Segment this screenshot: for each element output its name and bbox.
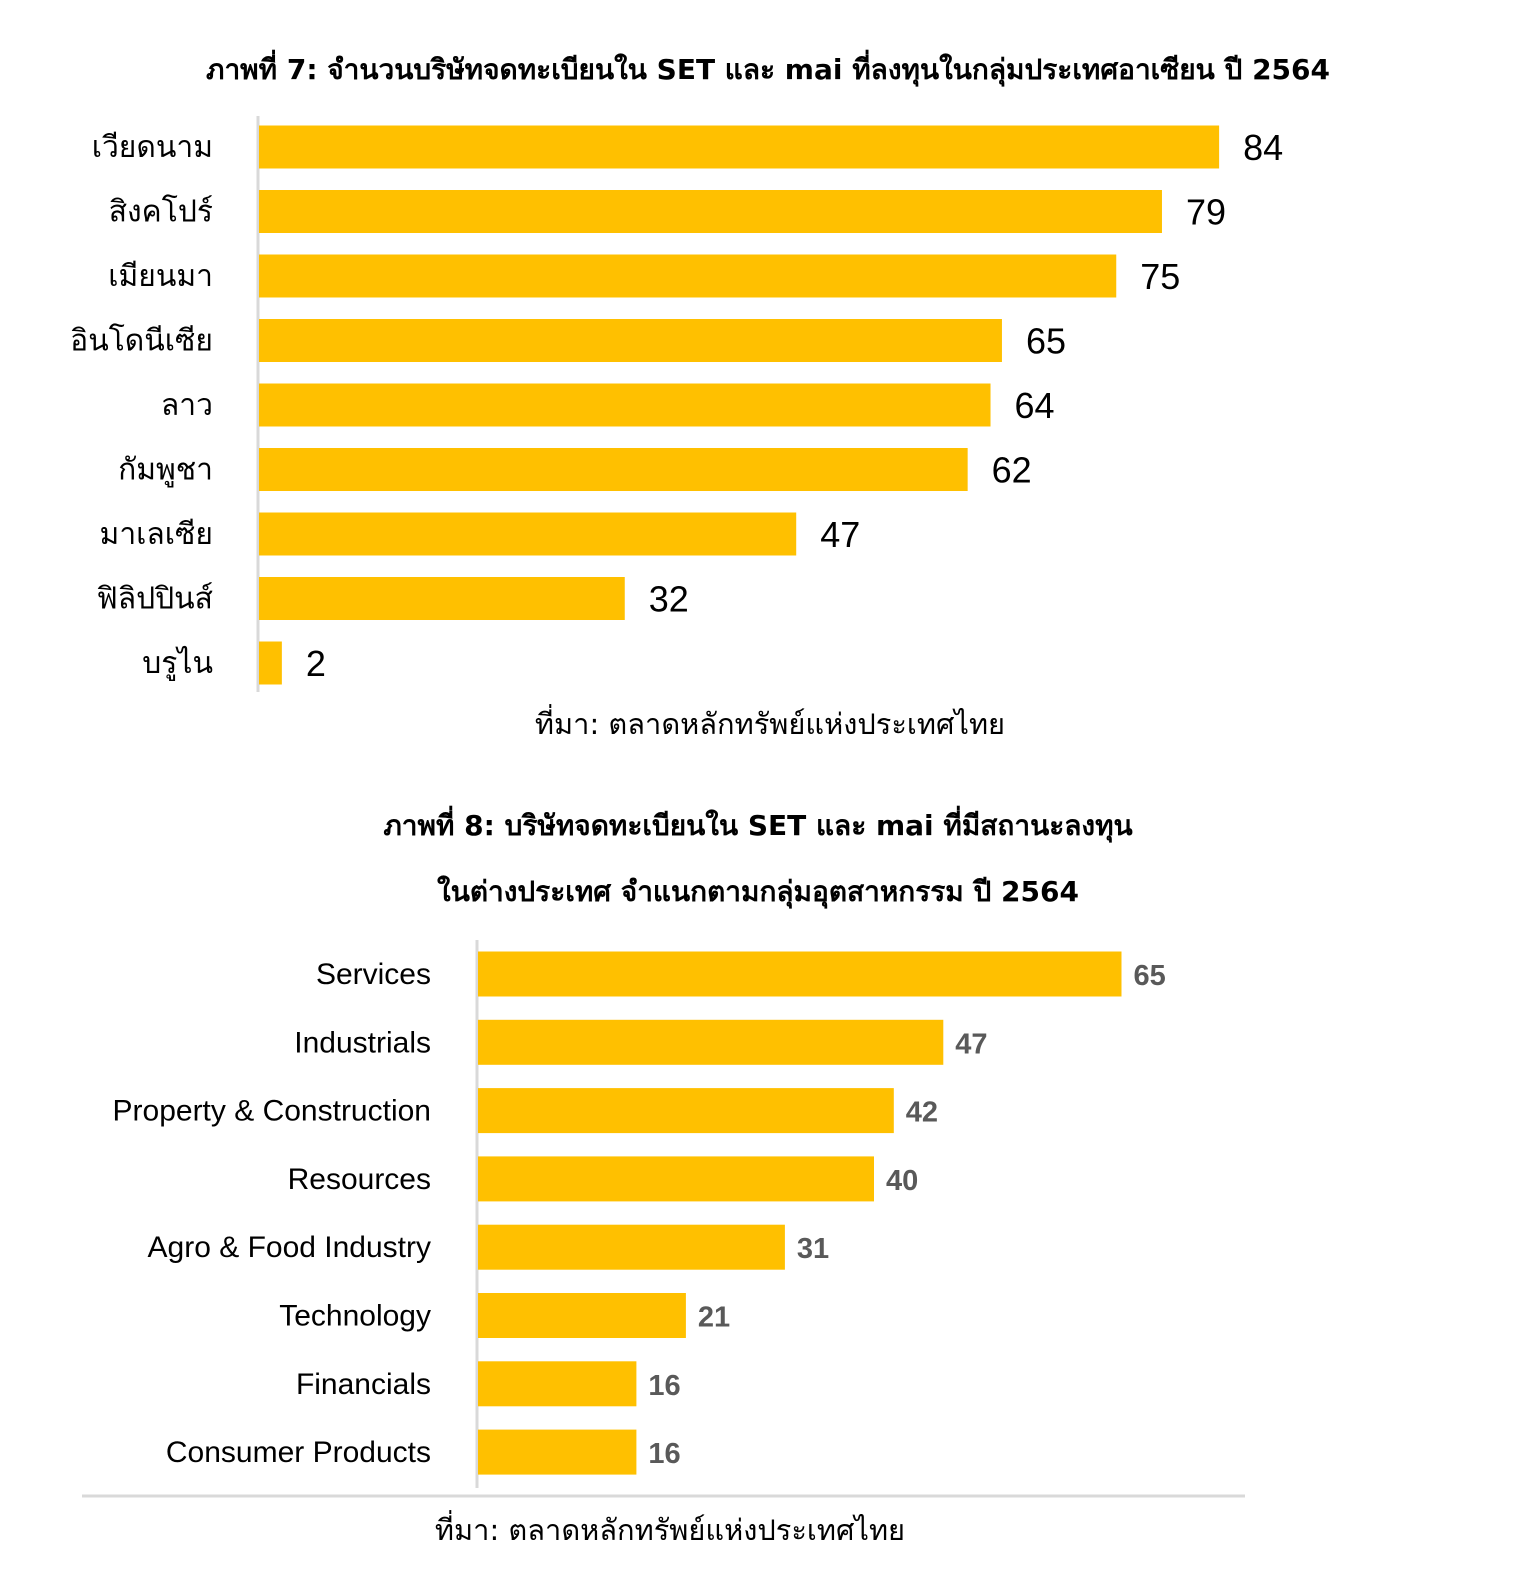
chart1-category-label: สิงคโปร์ [109, 194, 213, 230]
chart1-title: ภาพที่ 7: จำนวนบริษัทจดทะเบียนใน SET และ… [206, 53, 1330, 86]
chart2-category-label: Agro & Food Industry [148, 1231, 431, 1264]
chart2-category-label: Consumer Products [166, 1436, 431, 1469]
chart1-category-label: อินโดนีเซีย [70, 323, 213, 359]
chart1-value-label: 64 [1015, 385, 1055, 426]
chart2-value-label: 42 [906, 1097, 938, 1129]
chart2-value-label: 16 [648, 1438, 680, 1470]
chart2-source: ที่มา: ตลาดหลักทรัพย์แห่งประเทศไทย [434, 1513, 906, 1547]
chart2-title-line2: ในต่างประเทศ จำแนกตามกลุ่มอุตสาหกรรม ปี … [437, 875, 1079, 908]
chart2-bar [478, 1361, 637, 1407]
chart2-value-label: 65 [1134, 960, 1166, 992]
chart1-bar [259, 577, 625, 620]
chart1-category-label: กัมพูชา [118, 453, 213, 488]
chart1-value-label: 75 [1140, 256, 1180, 297]
chart2-category-label: Financials [296, 1368, 431, 1401]
chart1-value-label: 2 [306, 643, 326, 684]
chart1-bar [259, 641, 282, 685]
chart1-plot: เวียดนาม 84 สิงคโปร์ 79 เมียนมา 75 อินโดนีเซีย… [70, 116, 1283, 692]
chart2-category-label: Services [316, 958, 431, 991]
chart2-bar [478, 1088, 894, 1134]
chart1-bar [259, 125, 1220, 169]
chart1-bar [259, 448, 968, 491]
chart1-category-label: เมียนมา [108, 259, 213, 294]
chart2-bar [478, 951, 1122, 997]
chart1-value-label: 47 [820, 514, 860, 555]
chart2-bar [478, 1429, 637, 1475]
chart2-bar [478, 1156, 874, 1202]
chart1-bar [259, 383, 991, 427]
chart1-source: ที่มา: ตลาดหลักทรัพย์แห่งประเทศไทย [534, 707, 1006, 741]
chart1-bar [259, 319, 1002, 362]
chart1-value-label: 79 [1186, 192, 1226, 233]
chart1-category-label: เวียดนาม [92, 130, 213, 165]
chart2-title-line1: ภาพที่ 8: บริษัทจดทะเบียนใน SET และ mai … [383, 809, 1133, 842]
chart2-value-label: 16 [648, 1370, 680, 1402]
chart1-category-label: บรูไน [142, 645, 213, 681]
chart2-plot: Services 65 Industrials 47 Property & Constr… [82, 940, 1245, 1498]
chart2-category-label: Industrials [294, 1026, 431, 1059]
chart1-bar [259, 190, 1162, 233]
chart2-value-label: 21 [698, 1302, 730, 1334]
chart1-bar [259, 254, 1117, 298]
chart2-bar [478, 1224, 785, 1270]
chart1-value-label: 32 [649, 579, 689, 620]
chart2-bar [478, 1019, 944, 1065]
chart1-category-label: มาเลเซีย [100, 517, 213, 552]
chart2-category-label: Technology [279, 1300, 431, 1333]
chart2-value-label: 40 [886, 1165, 918, 1197]
chart2-value-label: 47 [955, 1028, 987, 1060]
chart1-value-label: 84 [1243, 127, 1283, 168]
chart2-category-label: Resources [288, 1163, 431, 1196]
chart2-bar [478, 1293, 686, 1338]
chart2-category-label: Property & Construction [113, 1095, 431, 1128]
chart1-bar [259, 512, 797, 556]
chart2-value-label: 31 [797, 1233, 829, 1265]
chart1-value-label: 62 [992, 450, 1032, 491]
chart1-category-label: ฟิลิปปินส์ [96, 582, 213, 617]
chart1-value-label: 65 [1026, 321, 1066, 362]
chart1-category-label: ลาว [161, 388, 213, 423]
